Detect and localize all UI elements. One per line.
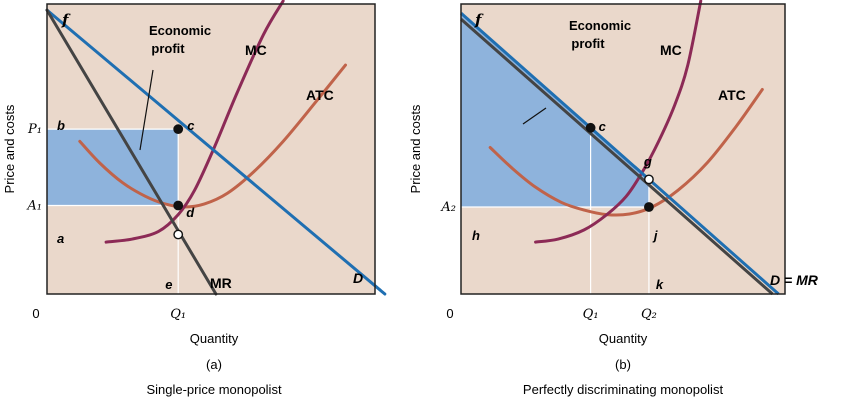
panel-b-atc-curve (488, 87, 764, 217)
panel-a-point-d (173, 200, 184, 211)
panel-b-x-tick-q2: Q₂ (641, 307, 657, 322)
panel-a-y-tick-a1: A₁ (26, 198, 42, 213)
panel-a-point-label-a: a (57, 231, 64, 246)
panel-b-origin-label: 0 (446, 306, 453, 321)
panel-a-point-mr-mc (173, 229, 184, 240)
panel-b-point-j (644, 202, 654, 212)
panel-b-x-axis-label: Quantity (599, 331, 648, 346)
panel-a-origin-label: 0 (32, 306, 39, 321)
panel-a-label-mc: MC (245, 42, 267, 58)
panel-b-annotation-pointer (522, 107, 547, 125)
panel-b-label-demand-mr: D = MR (770, 272, 819, 288)
panel-a-label-demand: D (353, 270, 363, 286)
panel-b-label-mc: MC (660, 42, 682, 58)
panel-b-label-atc: ATC (718, 87, 746, 103)
panel-b-profit-annotation-line-1: Economic (569, 18, 631, 33)
panel-b-demand-curve (460, 12, 780, 296)
panel-a-point-c (173, 124, 184, 135)
panel-b-mr-curve (460, 18, 774, 296)
panel-a-label-atc: ATC (306, 87, 334, 103)
panel-a-point-label-c: c (187, 118, 195, 133)
panel-b: Price and costs Quantity 0 (b) Perfectly… (408, 0, 819, 397)
panel-a-demand-curve (45, 8, 387, 296)
panel-b-point-c (585, 122, 596, 133)
panel-a-y-tick-p1: P₁ (27, 122, 42, 137)
panel-b-point-label-c: c (599, 119, 607, 134)
panel-a-caption: Single-price monopolist (146, 382, 282, 397)
panel-b-y-axis-label: Price and costs (408, 104, 423, 193)
panel-a-profit-annotation-line-2: profit (151, 41, 185, 56)
panel-a-point-label-b: b (57, 118, 65, 133)
panel-b-label-f: f (474, 11, 484, 29)
panel-a-label-f: f (61, 11, 71, 29)
panel-a-annotation-pointer (139, 69, 154, 151)
panel-b-point-label-k: k (656, 277, 664, 292)
panel-a-x-axis-label: Quantity (190, 331, 239, 346)
panel-a-mr-curve (45, 8, 218, 296)
panel-a-label: (a) (206, 357, 222, 372)
panel-a-economic-profit-area (47, 129, 179, 206)
panel-b-point-label-g: g (643, 154, 652, 169)
panel-a-point-label-d: d (186, 205, 195, 220)
panel-a: Price and costs Quantity 0 (a) Single-pr… (2, 0, 387, 397)
panel-a-atc-curve (78, 63, 347, 209)
panel-a-mc-curve (104, 0, 285, 244)
panel-b-caption: Perfectly discriminating monopolist (523, 382, 724, 397)
panel-b-label: (b) (615, 357, 631, 372)
panel-a-profit-annotation-line-1: Economic (149, 23, 211, 38)
panel-a-y-axis-label: Price and costs (2, 104, 17, 193)
panel-b-mc-curve (534, 0, 703, 244)
panel-b-y-tick-a2: A₂ (440, 200, 456, 215)
panel-a-frame (46, 3, 376, 295)
panel-a-x-tick-q1: Q₁ (170, 307, 186, 322)
panel-b-x-tick-q1: Q₁ (583, 307, 599, 322)
panel-b-profit-annotation-line-2: profit (571, 36, 605, 51)
panel-a-label-mr: MR (210, 275, 232, 291)
panel-a-point-label-e: e (165, 277, 172, 292)
panel-b-point-label-j: j (652, 228, 658, 243)
panel-b-point-g (644, 174, 654, 185)
panel-b-point-label-h: h (472, 228, 480, 243)
panel-b-frame (460, 3, 786, 295)
